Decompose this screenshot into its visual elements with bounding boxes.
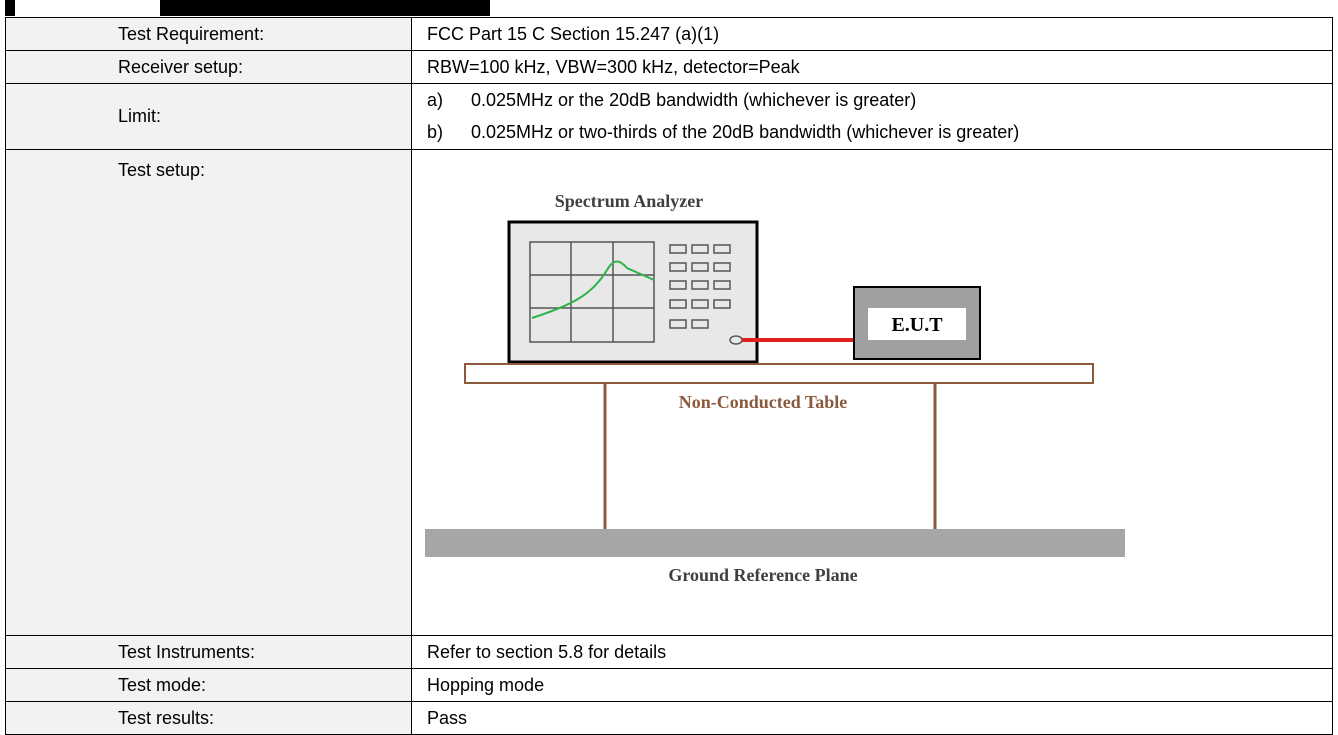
text: 0.025MHz or two-thirds of the 20dB bandw… [471,122,1020,142]
label: Test setup: [5,149,412,636]
diagram-cell: Spectrum Analyzer E.U.T Non-Conducted Ta… [411,149,1333,636]
label: Receiver setup: [5,50,412,84]
value: Refer to section 5.8 for details [411,635,1333,669]
screen [529,241,655,343]
label: Test Instruments: [5,635,412,669]
label: Limit: [5,83,412,150]
limit-list: a) 0.025MHz or the 20dB bandwidth (whiche… [411,83,1333,150]
ground-plane [425,529,1125,557]
trace [531,260,655,319]
limit-item: b) 0.025MHz or two-thirds of the 20dB ban… [427,117,1332,149]
eut-label: E.U.T [891,314,943,336]
screen-grid [530,242,654,342]
marker: b) [427,122,444,142]
cut-heading [5,0,15,16]
value: Pass [411,701,1333,735]
setup-diagram: Spectrum Analyzer E.U.T Non-Conducted Ta… [425,191,1125,585]
analyzer-label: Spectrum Analyzer [555,191,703,211]
eut-plate [868,308,966,340]
label: Test mode: [5,668,412,702]
analyzer [507,220,759,364]
table-top [464,363,1094,384]
limit-item: a) 0.025MHz or the 20dB bandwidth (whiche… [427,85,1332,117]
value: FCC Part 15 C Section 15.247 (a)(1) [411,17,1333,51]
table-label: Non-Conducted Table [679,392,848,412]
value: RBW=100 kHz, VBW=300 kHz, detector=Peak [411,50,1333,84]
value: Hopping mode [411,668,1333,702]
text: 0.025MHz or the 20dB bandwidth (whicheve… [471,90,917,110]
label: Test Requirement: [5,17,412,51]
ground-label: Ground Reference Plane [668,565,857,585]
test-table: Test Requirement: FCC Part 15 C Section 1… [5,17,1333,735]
cut-heading [160,0,490,16]
label: Test results: [5,701,412,735]
marker: a) [427,90,444,110]
